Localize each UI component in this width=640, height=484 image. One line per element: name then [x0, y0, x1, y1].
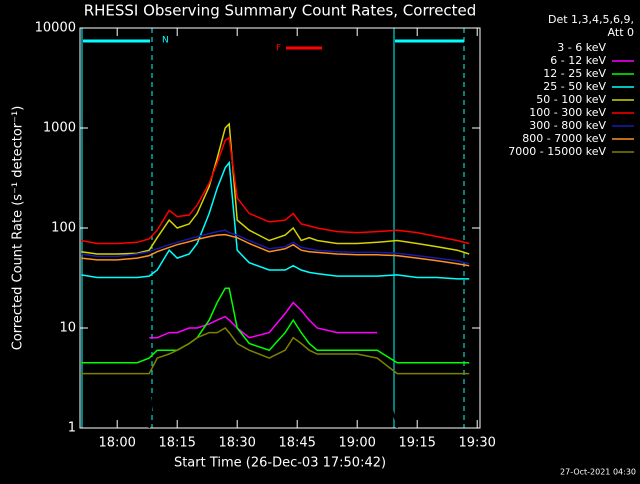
y-tick-label: 1000 — [43, 121, 76, 136]
series-line — [81, 327, 470, 375]
series-line — [81, 233, 470, 267]
legend-label: 300 - 800 keV — [529, 119, 606, 132]
legend-label: 3 - 6 keV — [557, 41, 606, 54]
legend-label: 6 - 12 keV — [550, 54, 606, 67]
legend-label: 25 - 50 keV — [543, 80, 606, 93]
y-tick-label: 100 — [51, 221, 76, 236]
series-line — [81, 122, 470, 255]
legend-title: Att 0 — [608, 26, 634, 39]
series-line — [81, 229, 470, 265]
x-tick-label: 18:30 — [218, 436, 255, 451]
legend-label: 50 - 100 keV — [536, 93, 606, 106]
series-line — [81, 160, 470, 280]
x-tick-label: 18:15 — [158, 436, 195, 451]
x-axis-label: Start Time (26-Dec-03 17:50:42) — [174, 456, 386, 471]
y-tick-label: 10000 — [35, 21, 76, 36]
annotation: N — [162, 36, 169, 46]
x-tick-label: 19:15 — [398, 436, 435, 451]
legend-label: 100 - 300 keV — [529, 106, 606, 119]
y-tick-label: 10 — [59, 321, 76, 336]
chart-title: RHESSI Observing Summary Count Rates, Co… — [84, 2, 477, 20]
x-tick-label: 19:00 — [338, 436, 375, 451]
y-axis-label: Corrected Count Rate (s⁻¹ detector⁻¹) — [11, 106, 26, 351]
series-line — [81, 136, 470, 245]
footer: 27-Oct-2021 04:30 — [560, 468, 636, 477]
legend-label: 7000 - 15000 keV — [508, 145, 606, 158]
x-tick-label: 18:00 — [98, 436, 135, 451]
x-tick-label: 18:45 — [278, 436, 315, 451]
legend-title: Det 1,3,4,5,6,9, — [548, 13, 634, 26]
legend-label: 12 - 25 keV — [543, 67, 606, 80]
y-tick-label: 1 — [68, 421, 76, 436]
x-tick-label: 19:30 — [458, 436, 495, 451]
annotation: F — [276, 44, 281, 54]
legend-label: 800 - 7000 keV — [522, 132, 606, 145]
series-line — [81, 287, 470, 364]
